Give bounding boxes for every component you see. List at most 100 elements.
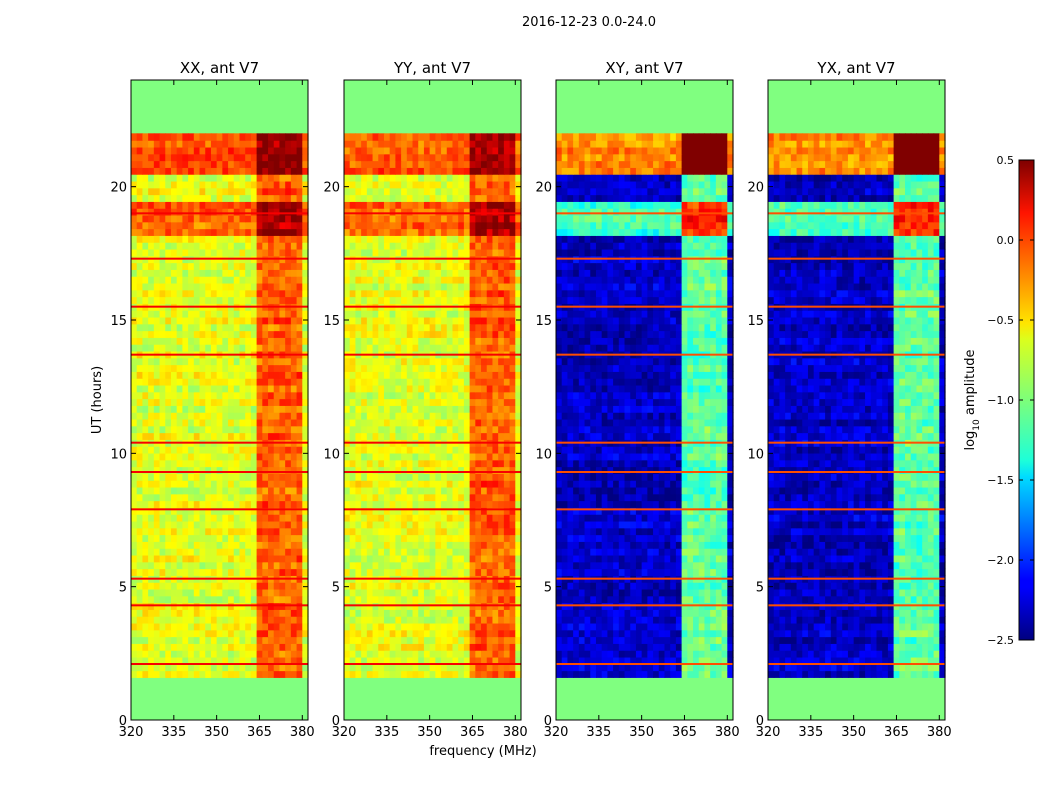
- heatmap-cell: [355, 466, 362, 474]
- heatmap-cell: [228, 262, 235, 270]
- heatmap-cell: [182, 228, 189, 236]
- heatmap-cell: [412, 133, 419, 141]
- x-tick-label: 335: [161, 725, 186, 740]
- heatmap-cell: [469, 554, 476, 563]
- heatmap-cell: [372, 650, 379, 658]
- heatmap-cell: [446, 670, 454, 678]
- heatmap-cell: [361, 201, 368, 209]
- heatmap-cell: [406, 480, 414, 488]
- heatmap-cell: [199, 153, 206, 162]
- heatmap-cell: [429, 201, 436, 209]
- heatmap-cell: [136, 262, 144, 270]
- heatmap-cell: [355, 459, 362, 468]
- heatmap-cell: [262, 153, 269, 162]
- heatmap-cell: [302, 228, 309, 236]
- heatmap-cell: [344, 534, 351, 542]
- heatmap-cell: [153, 194, 161, 202]
- heatmap-cell: [273, 337, 281, 345]
- heatmap-cell: [446, 174, 454, 182]
- heatmap-cell: [239, 643, 246, 651]
- heatmap-cell: [349, 276, 357, 284]
- heatmap-cell: [383, 269, 391, 277]
- heatmap-cell: [279, 221, 286, 230]
- heatmap-cell: [142, 650, 149, 658]
- heatmap-cell: [210, 616, 218, 624]
- heatmap-cell: [429, 187, 436, 196]
- heatmap-cell: [182, 670, 189, 678]
- heatmap-cell: [159, 337, 166, 345]
- heatmap-cell: [273, 235, 281, 243]
- heatmap-cell: [279, 568, 286, 576]
- heatmap-cell: [170, 378, 178, 386]
- heatmap-cell: [389, 514, 396, 522]
- heatmap-cell: [233, 520, 241, 529]
- heatmap-cell: [302, 262, 309, 270]
- heatmap-cell: [418, 486, 425, 495]
- heatmap-cell: [435, 466, 442, 474]
- heatmap-cell: [285, 364, 292, 372]
- heatmap-cell: [509, 486, 516, 495]
- heatmap-cell: [429, 568, 436, 576]
- heatmap-cell: [210, 174, 218, 182]
- heatmap-cell: [366, 670, 374, 678]
- heatmap-cell: [193, 656, 201, 665]
- heatmap-cell: [148, 534, 155, 542]
- heatmap-cell: [446, 160, 454, 168]
- heatmap-cell: [290, 656, 298, 665]
- heatmap-cell: [148, 527, 155, 536]
- heatmap-cell: [216, 418, 223, 427]
- heatmap-cell: [131, 534, 138, 542]
- heatmap-cell: [131, 248, 138, 257]
- heatmap-cell: [344, 364, 351, 372]
- heatmap-cell: [256, 391, 263, 400]
- heatmap-cell: [182, 466, 189, 474]
- heatmap-cell: [515, 473, 522, 481]
- heatmap-cell: [429, 146, 436, 155]
- heatmap-cell: [446, 269, 454, 277]
- heatmap-cell: [268, 282, 275, 291]
- heatmap-cell: [349, 187, 357, 196]
- heatmap-cell: [285, 221, 292, 230]
- heatmap-cell: [458, 507, 465, 515]
- heatmap-cell: [366, 432, 374, 440]
- heatmap-cell: [233, 554, 241, 563]
- heatmap-cell: [165, 378, 172, 386]
- heatmap-cell: [216, 140, 223, 148]
- heatmap-cell: [205, 187, 212, 196]
- heatmap-cell: [216, 446, 223, 454]
- heatmap-cell: [452, 452, 459, 461]
- heatmap-cell: [498, 398, 505, 406]
- heatmap-cell: [142, 554, 149, 563]
- heatmap-cell: [423, 384, 431, 393]
- heatmap-cell: [389, 656, 396, 665]
- heatmap-cell: [199, 473, 206, 481]
- heatmap-cell: [296, 425, 303, 434]
- heatmap-cell: [302, 391, 309, 400]
- heatmap-cell: [383, 194, 391, 202]
- heatmap-cell: [279, 534, 286, 542]
- heatmap-cell: [153, 378, 161, 386]
- heatmap-cell: [131, 384, 138, 393]
- heatmap-cell: [233, 670, 241, 678]
- heatmap-cell: [131, 242, 138, 250]
- heatmap-cell: [435, 418, 442, 427]
- heatmap-cell: [503, 269, 511, 277]
- heatmap-cell: [262, 582, 269, 590]
- heatmap-cell: [290, 187, 298, 196]
- heatmap-cell: [435, 514, 442, 522]
- heatmap-cell: [302, 364, 309, 372]
- heatmap-cell: [389, 493, 396, 502]
- heatmap-cell: [412, 663, 419, 672]
- heatmap-cell: [469, 262, 476, 270]
- heatmap-cell: [429, 344, 436, 352]
- heatmap-cell: [435, 187, 442, 196]
- heatmap-cell: [481, 418, 488, 427]
- heatmap-cell: [131, 418, 138, 427]
- heatmap-cell: [481, 609, 488, 617]
- heatmap-cell: [199, 344, 206, 352]
- heatmap-cell: [423, 595, 431, 604]
- heatmap-cell: [435, 208, 442, 216]
- heatmap-cell: [458, 357, 465, 366]
- heatmap-cell: [441, 378, 448, 386]
- heatmap-cell: [412, 527, 419, 536]
